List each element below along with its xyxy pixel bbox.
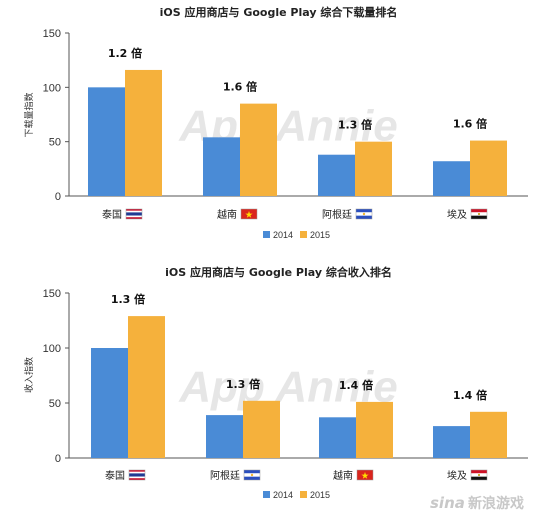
- legend-swatch-2014: [263, 491, 270, 498]
- category-label: 阿根廷: [322, 208, 352, 221]
- sina-games-text: 新浪游戏: [468, 495, 524, 512]
- multiplier-label: 1.3 倍: [338, 118, 372, 132]
- category-label: 越南: [217, 208, 237, 221]
- bar-2014-1: [91, 348, 128, 458]
- category-label: 埃及: [447, 469, 467, 482]
- y-tick-label: 0: [55, 453, 61, 465]
- bar-2014-2: [203, 137, 240, 196]
- sina-games-logo: sina 新浪游戏: [430, 494, 524, 512]
- category-label: 阿根廷: [210, 469, 240, 482]
- y-tick-label: 150: [43, 28, 61, 40]
- legend-label-2015: 2015: [310, 490, 330, 500]
- legend-label-2014: 2014: [273, 490, 293, 500]
- bar-2015-4: [470, 140, 507, 196]
- legend-swatch-2015: [300, 491, 307, 498]
- y-tick-label: 100: [43, 82, 61, 94]
- multiplier-label: 1.2 倍: [108, 46, 142, 60]
- category-label: 越南: [333, 469, 353, 482]
- bar-2014-3: [318, 154, 355, 196]
- legend-swatch-2015: [300, 231, 307, 238]
- egypt-flag: [470, 208, 488, 220]
- y-tick-label: 0: [55, 191, 61, 203]
- legend-label-2015: 2015: [310, 230, 330, 240]
- bar-2014-4: [433, 426, 470, 458]
- argentina-flag: [243, 469, 261, 481]
- bar-2015-3: [355, 141, 392, 196]
- bar-2015-1: [128, 316, 165, 458]
- sina-logo-text: sina: [430, 494, 465, 512]
- bar-2015-2: [240, 103, 277, 196]
- chart-title: iOS 应用商店与 Google Play 综合收入排名: [165, 265, 392, 279]
- multiplier-label: 1.4 倍: [453, 388, 487, 402]
- vietnam-flag: [356, 469, 374, 481]
- y-tick-label: 150: [43, 288, 61, 300]
- bar-2015-4: [470, 411, 507, 458]
- y-tick-label: 50: [49, 137, 61, 149]
- thailand-flag: [128, 469, 146, 481]
- bar-2015-3: [356, 401, 393, 458]
- multiplier-label: 1.4 倍: [339, 378, 373, 392]
- chart-title: iOS 应用商店与 Google Play 综合下载量排名: [160, 5, 398, 19]
- multiplier-label: 1.6 倍: [223, 80, 257, 94]
- bar-2014-3: [319, 417, 356, 458]
- bar-2014-2: [206, 415, 243, 458]
- bar-2014-1: [88, 87, 125, 196]
- category-label: 泰国: [102, 208, 122, 221]
- bar-2015-2: [243, 400, 280, 458]
- legend-label-2014: 2014: [273, 230, 293, 240]
- thailand-flag: [125, 208, 143, 220]
- multiplier-label: 1.6 倍: [453, 117, 487, 131]
- y-axis-label: 收入指数: [23, 357, 35, 393]
- vietnam-flag: [240, 208, 258, 220]
- argentina-flag: [355, 208, 373, 220]
- y-tick-label: 100: [43, 343, 61, 355]
- multiplier-label: 1.3 倍: [226, 377, 260, 391]
- y-tick-label: 50: [49, 398, 61, 410]
- bar-2014-4: [433, 161, 470, 196]
- y-axis-label: 下载量指数: [23, 92, 35, 137]
- egypt-flag: [470, 469, 488, 481]
- bar-2015-1: [125, 69, 162, 196]
- category-label: 泰国: [105, 469, 125, 482]
- legend-swatch-2014: [263, 231, 270, 238]
- multiplier-label: 1.3 倍: [111, 292, 145, 306]
- category-label: 埃及: [447, 208, 467, 221]
